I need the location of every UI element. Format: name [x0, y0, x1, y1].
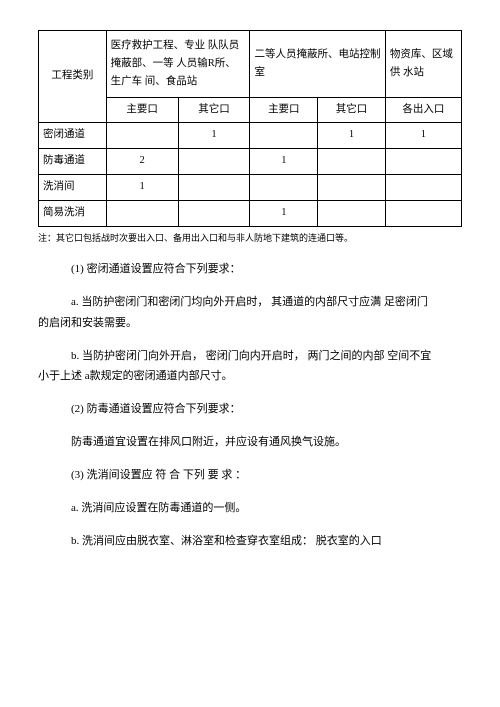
row-label: 防毒通道	[39, 149, 107, 175]
paragraph-2a: a. 当防护密闭门和密闭门均向外开启时， 其通道的内部尺寸应满 足密闭门	[38, 292, 462, 313]
table-note: 注：其它口包括战时次要出入口、备用出入口和与非人防地下建筑的连通口等。	[38, 231, 462, 245]
cell	[178, 149, 250, 175]
header-category: 工程类别	[39, 31, 107, 123]
cell	[178, 174, 250, 200]
cell: 1	[178, 123, 250, 149]
header-group1: 医疗救护工程、专业 队队员掩蔽部、一等 人员输R所、生广车 间、食品站	[106, 31, 250, 98]
table-header-row1: 工程类别 医疗救护工程、专业 队队员掩蔽部、一等 人员输R所、生广车 间、食品站…	[39, 31, 462, 98]
cell: 1	[385, 123, 461, 149]
paragraph-1: (1) 密闭通道设置应符合下列要求：	[38, 259, 462, 280]
paragraph-3b: 小于上述 a款规定的密闭通道内部尺寸。	[38, 366, 462, 387]
paragraph-2b: 的启闭和安装需要。	[38, 313, 462, 334]
paragraph-7: a. 洗消间应设置在防毒通道的一侧。	[38, 498, 462, 519]
subheader-all: 各出入口	[385, 97, 461, 123]
row-label: 简易洗消	[39, 200, 107, 226]
table-row: 防毒通道 2 1	[39, 149, 462, 175]
cell	[385, 174, 461, 200]
cell: 1	[106, 174, 178, 200]
cell: 1	[250, 200, 318, 226]
cell: 1	[318, 123, 386, 149]
cell	[385, 200, 461, 226]
cell	[178, 200, 250, 226]
row-label: 洗消间	[39, 174, 107, 200]
subheader-main2: 主要口	[250, 97, 318, 123]
subheader-other2: 其它口	[318, 97, 386, 123]
table-row: 洗消间 1	[39, 174, 462, 200]
spec-table: 工程类别 医疗救护工程、专业 队队员掩蔽部、一等 人员输R所、生广车 间、食品站…	[38, 30, 462, 227]
paragraph-4: (2) 防毒通道设置应符合下列要求：	[38, 399, 462, 420]
table-row: 简易洗消 1	[39, 200, 462, 226]
subheader-other1: 其它口	[178, 97, 250, 123]
cell: 2	[106, 149, 178, 175]
cell	[250, 174, 318, 200]
paragraph-5: 防毒通道宜设置在排风口附近，并应设有通风换气设施。	[38, 432, 462, 453]
header-group2: 二等人员掩蔽所、电站控制室	[250, 31, 385, 98]
cell	[385, 149, 461, 175]
header-group3: 物资库、区域供 水站	[385, 31, 461, 98]
cell	[250, 123, 318, 149]
cell	[106, 123, 178, 149]
row-label: 密闭通道	[39, 123, 107, 149]
cell	[318, 200, 386, 226]
cell: 1	[250, 149, 318, 175]
cell	[106, 200, 178, 226]
paragraph-8: b. 洗消间应由脱衣室、淋浴室和检查穿衣室组成： 脱衣室的入口	[38, 531, 462, 552]
cell	[318, 149, 386, 175]
paragraph-3a: b. 当防护密闭门向外开启， 密闭门向内开启时， 两门之间的内部 空间不宜	[38, 346, 462, 367]
cell	[318, 174, 386, 200]
table-row: 密闭通道 1 1 1	[39, 123, 462, 149]
subheader-main1: 主要口	[106, 97, 178, 123]
paragraph-6: (3) 洗消间设置应 符 合 下列 要 求 ：	[38, 465, 462, 486]
